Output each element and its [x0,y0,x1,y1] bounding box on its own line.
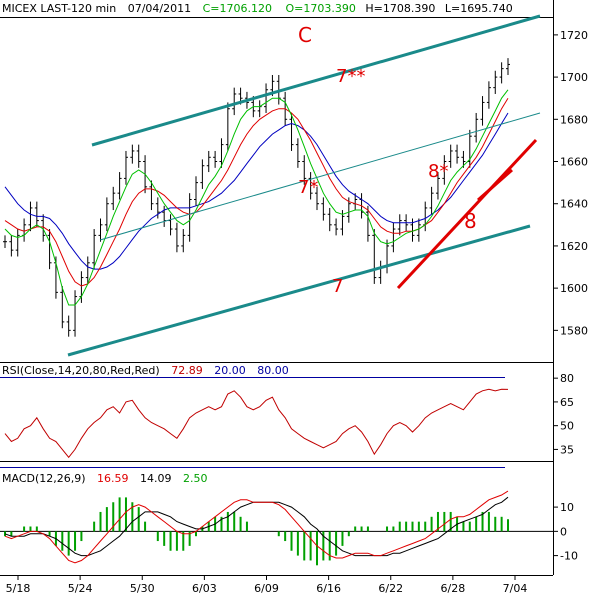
y-tick-label: 50 [560,420,574,433]
x-tick-label: 5/18 [6,582,31,595]
y-tick-label: 1680 [560,113,588,126]
x-tick-label: 6/03 [192,582,217,595]
header-open: O=1703.390 [286,2,356,15]
channel-middle [99,112,541,241]
channel-lower [67,224,531,357]
trend-lines [396,138,538,290]
y-tick-label: 35 [560,443,574,456]
macd-header: MACD(12,26,9) 16.59 14.09 2.50 [2,472,208,485]
macd-hist-value: 2.50 [183,472,208,485]
x-tick-label: 6/28 [441,582,466,595]
annotation-7: 7 [332,276,343,297]
y-tick-label: 65 [560,396,574,409]
y-tick-label: 1640 [560,198,588,211]
rsi-header: RSI(Close,14,20,80,Red,Red) 72.89 20.00 … [2,364,289,377]
price-panel: 1580 1600 1620 1640 1660 1680 1700 1720 C 7** 7… [3,14,588,357]
annotation-c: C [298,23,312,47]
header-low: L=1695.740 [445,2,513,15]
header-date: 07/04/2011 [128,2,191,15]
x-tick-label: 5/24 [68,582,93,595]
rsi-line [4,388,509,459]
price-axis: 1580 1600 1620 1640 1660 1680 1700 1720 [553,29,588,337]
y-tick-label: 1720 [560,29,588,42]
annotation-8s: 8* [428,161,448,182]
annotation-7s: 7* [298,177,318,198]
ma-green-line [4,89,509,306]
x-tick-label: 6/22 [378,582,403,595]
macd-lines [4,490,509,564]
y-tick-label: 1660 [560,156,588,169]
macd-line [4,490,509,564]
annotation-7ss: 7** [336,66,365,87]
rsi-value: 72.89 [171,364,203,377]
trendline-8 [396,138,538,290]
header-symbol: MICEX LAST-120 min [2,2,116,15]
rsi-axis: 35 50 65 80 [553,372,574,456]
macd-axis: -10 0 10 [0,501,578,563]
header-close: C=1706.120 [203,2,272,15]
x-axis: 5/18 5/24 5/30 6/03 6/09 6/16 6/22 6/28 7/04 [6,575,528,595]
y-tick-label: 10 [560,501,574,514]
rsi-lower: 20.00 [214,364,246,377]
y-tick-label: 1600 [560,282,588,295]
y-tick-label: 1620 [560,240,588,253]
y-tick-label: 80 [560,372,574,385]
rsi-lines [4,388,509,459]
rsi-panel: RSI(Close,14,20,80,Red,Red) 72.89 20.00 … [0,364,574,468]
x-tick-label: 6/09 [254,582,279,595]
x-tick-label: 6/16 [316,582,341,595]
ma-blue-line [4,112,509,270]
trendline-8-short [477,168,513,202]
rsi-upper: 80.00 [257,364,289,377]
header-line: MICEX LAST-120 min 07/04/2011 C=1706.120… [2,2,513,15]
x-tick-label: 5/30 [130,582,155,595]
macd-panel: MACD(12,26,9) 16.59 14.09 2.50 -10 0 10 [0,472,578,566]
rsi-name: RSI(Close,14,20,80,Red,Red) [2,364,160,377]
macd-name: MACD(12,26,9) [2,472,86,485]
y-tick-label: -10 [560,550,578,563]
macd-value: 16.59 [97,472,129,485]
y-tick-label: 0 [560,525,567,538]
y-tick-label: 1580 [560,324,588,337]
header-high: H=1708.390 [365,2,435,15]
panel-frames [0,0,554,576]
x-tick-label: 7/04 [503,582,528,595]
annotation-8: 8 [464,209,477,233]
y-tick-label: 1700 [560,71,588,84]
macd-signal-value: 14.09 [140,472,172,485]
moving-averages [4,89,509,306]
channel-lines [67,14,541,357]
channel-upper [91,14,541,147]
price-candles [3,58,510,337]
